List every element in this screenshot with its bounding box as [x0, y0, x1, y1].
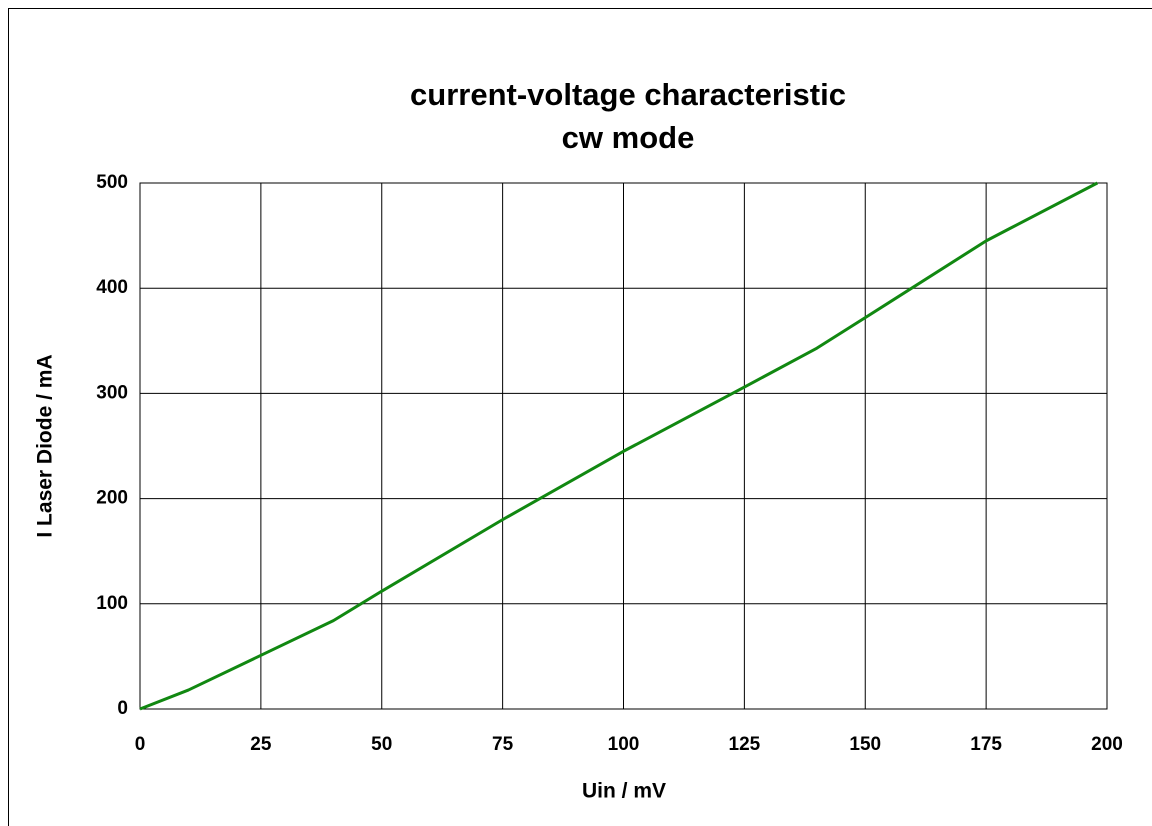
y-tick-label: 200 [96, 488, 128, 509]
data-line [139, 181, 1099, 711]
y-tick-label: 0 [117, 698, 128, 719]
y-tick-label: 300 [96, 382, 128, 403]
x-tick-label: 150 [849, 734, 881, 755]
x-tick-label: 175 [970, 734, 1002, 755]
y-axis-title: I Laser Diode / mA [34, 354, 57, 537]
chart-title: current-voltage characteristic [410, 77, 846, 112]
y-tick-label: 100 [96, 593, 128, 614]
x-tick-label: 25 [250, 734, 272, 755]
x-tick-label: 125 [729, 734, 761, 755]
chart-subtitle: cw mode [562, 120, 695, 155]
x-tick-label: 100 [608, 734, 640, 755]
y-tick-label: 500 [96, 172, 128, 193]
x-tick-label: 200 [1091, 734, 1123, 755]
x-tick-label: 0 [135, 734, 146, 755]
chart-border [8, 8, 1152, 826]
x-tick-label: 75 [492, 734, 514, 755]
x-tick-label: 50 [371, 734, 392, 755]
plot-border [139, 182, 1108, 710]
x-axis-title: Uin / mV [582, 780, 666, 803]
y-tick-label: 400 [96, 277, 128, 298]
